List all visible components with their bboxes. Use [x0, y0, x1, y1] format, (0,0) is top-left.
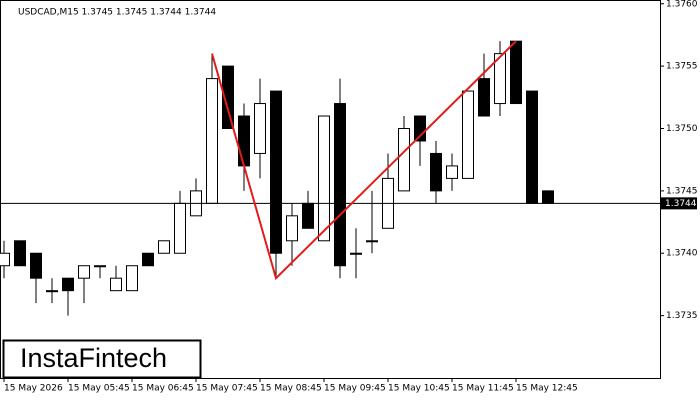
current-price-label: 1.3744: [665, 199, 697, 209]
x-tick-label: 15 May 09:45: [324, 384, 386, 394]
candle-body: [222, 65, 234, 129]
candle-body: [174, 202, 186, 254]
candle-body: [414, 115, 426, 142]
y-tick-label: 1.3740: [666, 249, 698, 259]
candle-body: [238, 115, 250, 167]
candle-body: [62, 277, 74, 292]
chart-title: USDCAD,M15 1.3745 1.3745 1.3744 1.3744: [18, 8, 216, 18]
candle-body: [254, 103, 266, 154]
candle-body: [526, 90, 538, 204]
current-price-box: [661, 197, 697, 210]
candle-body: [398, 127, 410, 192]
x-tick-label: 15 May 05:45: [68, 384, 130, 394]
x-tick-label: 15 May 10:45: [388, 384, 450, 394]
candle-body: [350, 252, 362, 255]
candle-body: [94, 265, 106, 268]
logo-box: [2, 339, 202, 379]
candle-body: [110, 277, 122, 292]
candle-body: [302, 202, 314, 229]
candle-body: [158, 240, 170, 254]
candle-body: [206, 78, 218, 204]
plot-frame: [0, 0, 661, 379]
candle-body: [142, 252, 154, 267]
x-tick-label: 15 May 2026: [4, 384, 63, 394]
candle-body: [366, 240, 378, 243]
candle-body: [126, 265, 138, 292]
candle-body: [318, 115, 330, 242]
candle-body: [494, 53, 506, 105]
y-tick-label: 1.3735: [666, 311, 698, 321]
candle-body: [334, 103, 346, 267]
candle-body: [286, 215, 298, 242]
candle-body: [78, 265, 90, 279]
candle-body: [446, 165, 458, 179]
x-tick-label: 15 May 07:45: [196, 384, 258, 394]
y-tick-label: 1.3755: [666, 62, 698, 72]
x-tick-label: 15 May 12:45: [516, 384, 578, 394]
candle-body: [0, 252, 10, 267]
y-tick-label: 1.3745: [666, 186, 698, 196]
x-tick-label: 15 May 06:45: [132, 384, 194, 394]
candle-body: [14, 240, 26, 267]
y-tick-label: 1.3760: [666, 0, 698, 9]
x-tick-label: 15 May 11:45: [452, 384, 514, 394]
x-tick-label: 15 May 08:45: [260, 384, 322, 394]
candle-body: [510, 40, 522, 105]
pattern-line: [211, 40, 517, 281]
y-tick-label: 1.3750: [666, 124, 698, 134]
candle-body: [46, 290, 58, 293]
candle-body: [462, 90, 474, 179]
candle-body: [30, 252, 42, 279]
logo: InstaFintech: [20, 343, 167, 373]
candle-body: [430, 152, 442, 192]
candle-body: [270, 90, 282, 254]
candle-body: [542, 190, 554, 204]
candle-body: [478, 78, 490, 117]
